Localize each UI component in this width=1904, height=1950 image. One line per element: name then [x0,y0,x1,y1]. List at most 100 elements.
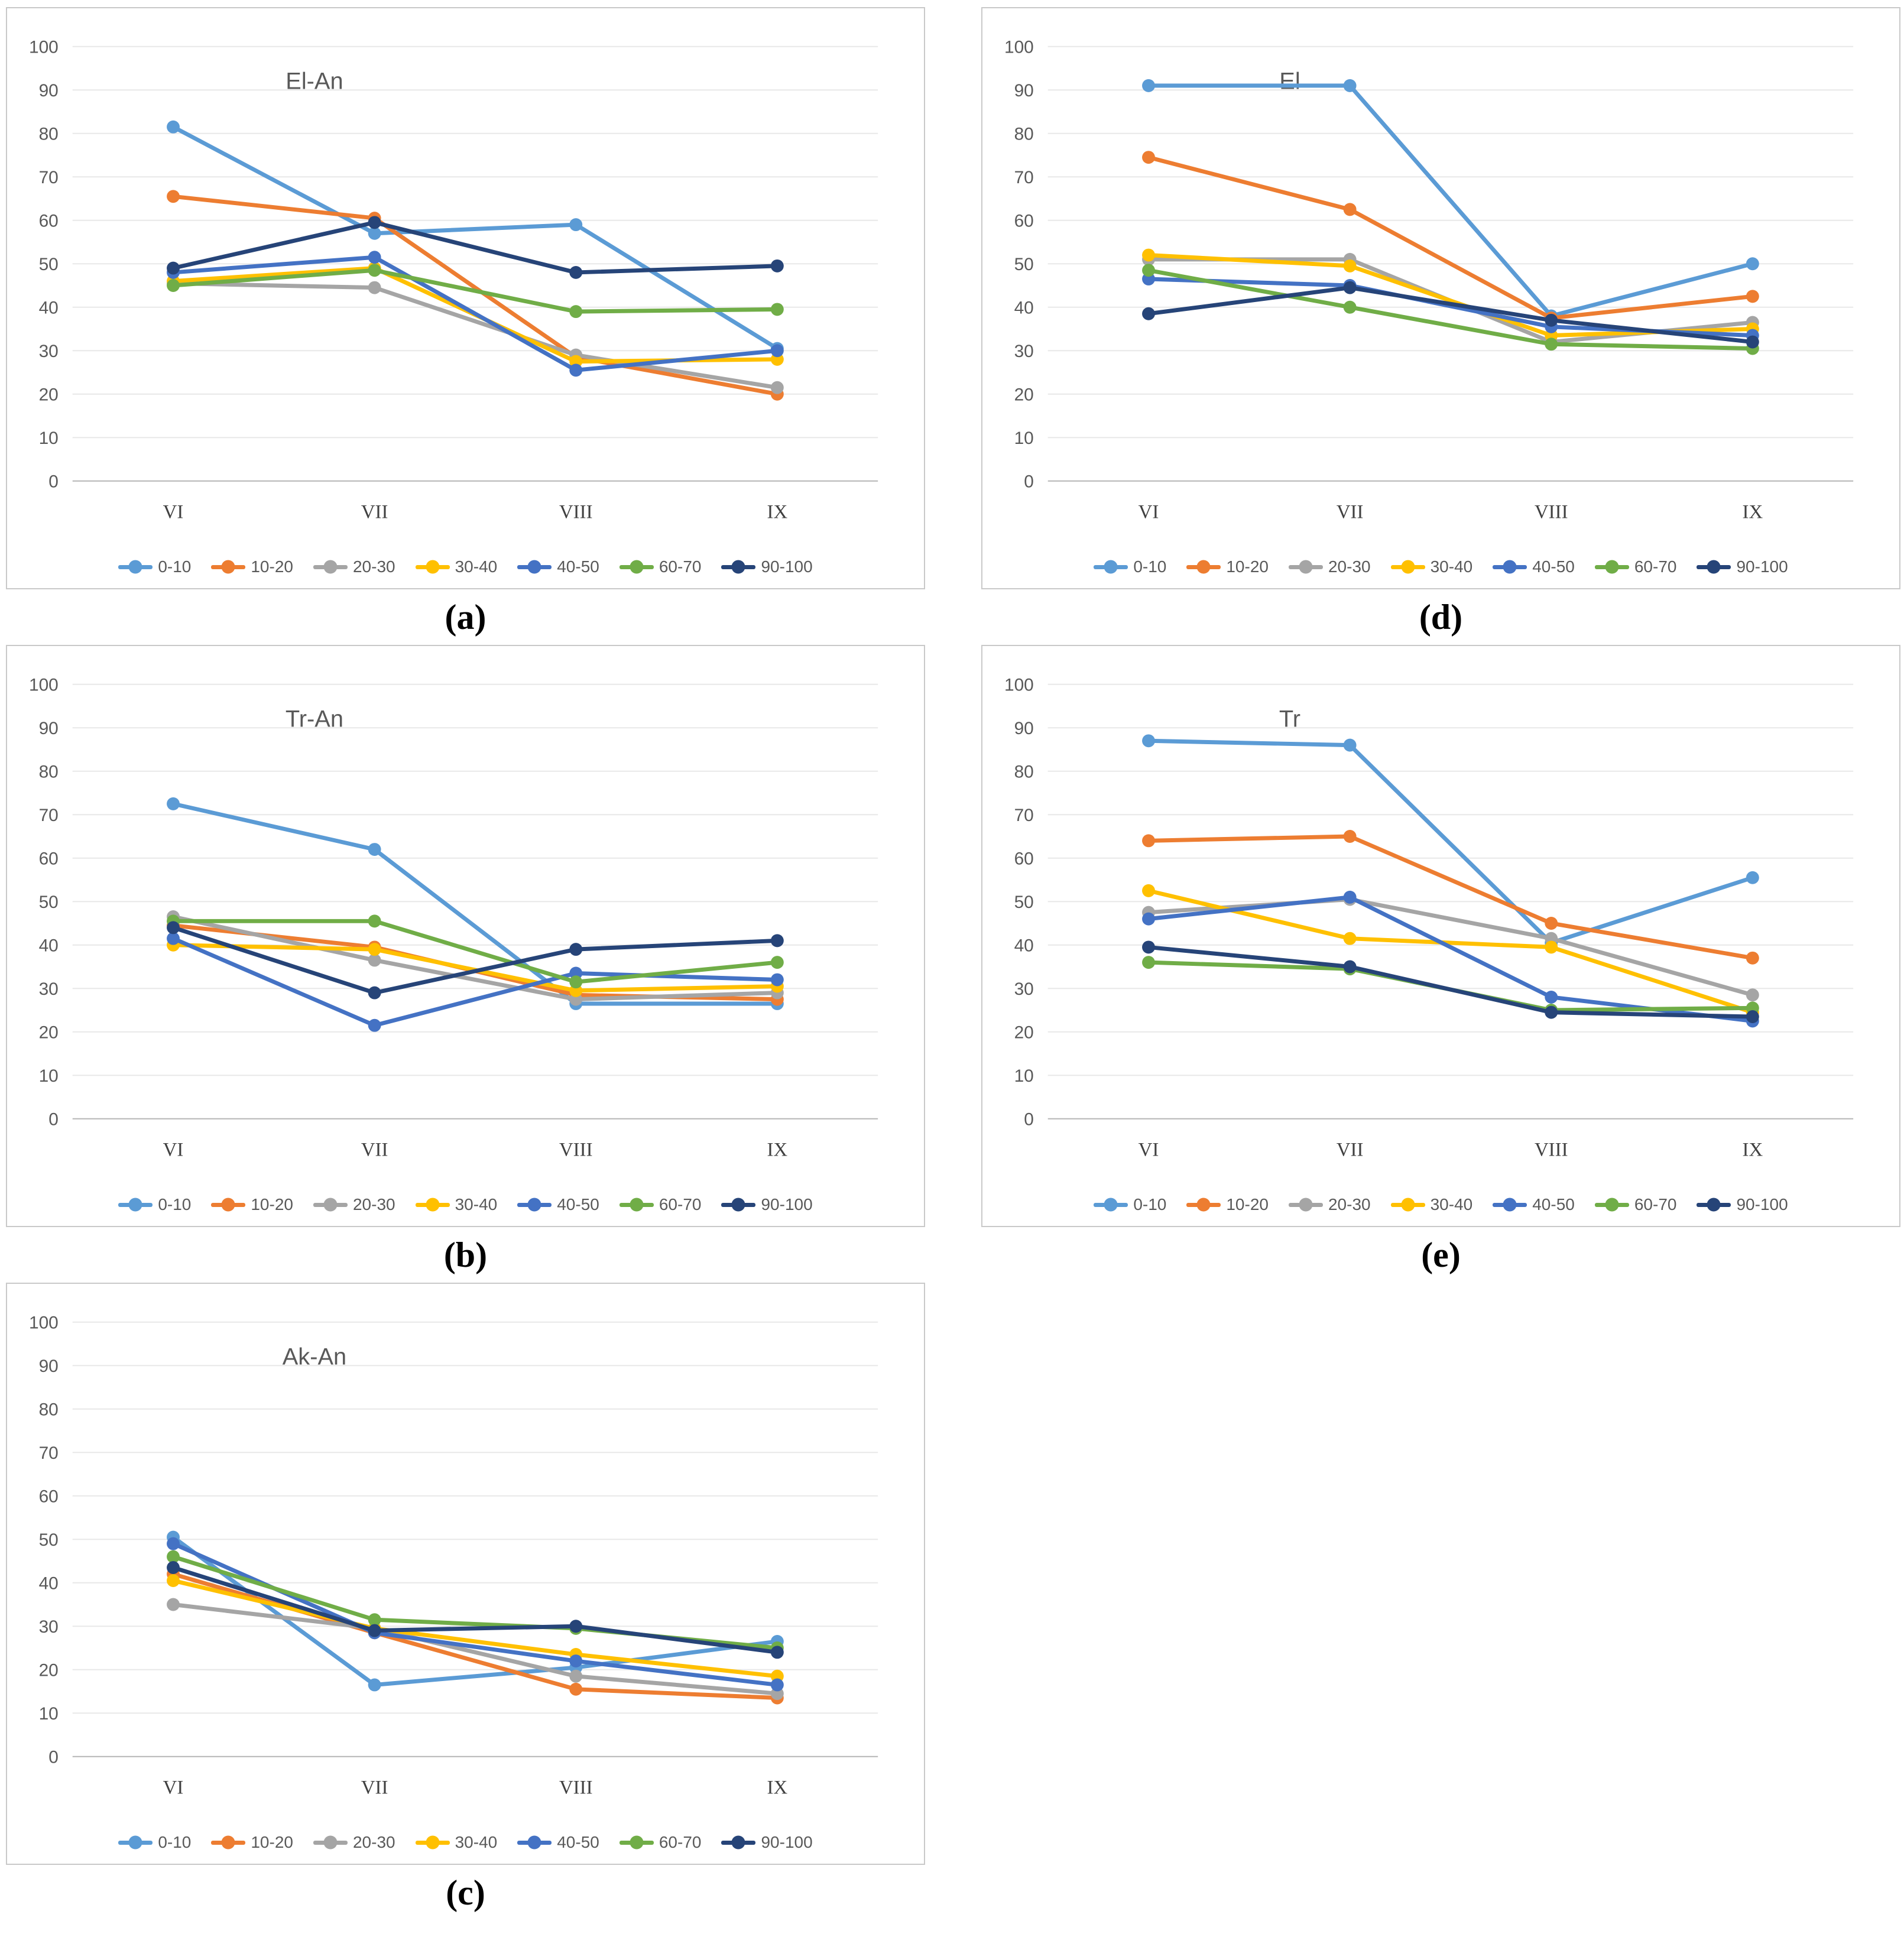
legend-dot-icon [630,1835,644,1850]
legend-dot-icon [323,1198,338,1212]
series-point-60-70 [569,975,583,989]
chart-title: El-An [286,68,343,94]
y-tick-label: 50 [1014,893,1034,912]
series-point-90-100 [167,261,180,275]
series-point-90-100 [569,943,583,956]
legend-marker-icon [211,560,246,574]
y-tick-label: 70 [39,1443,59,1463]
legend-label: 20-30 [1328,557,1371,576]
legend-dot-icon [1299,1198,1313,1212]
legend-dot-icon [221,1835,235,1850]
y-tick-label: 80 [39,1400,59,1420]
series-point-30-40 [368,943,381,956]
y-tick-label: 100 [1004,38,1034,57]
legend-dot-icon [426,560,440,574]
y-tick-label: 10 [1014,1066,1034,1086]
series-point-90-100 [1343,281,1357,294]
legend-marker-icon [517,1198,552,1212]
series-point-90-100 [770,1646,784,1659]
legend-item-90-100: 90-100 [721,1195,813,1214]
legend-label: 90-100 [761,1195,813,1214]
y-tick-label: 30 [39,1617,59,1637]
y-tick-label: 90 [39,1357,59,1376]
legend-marker-icon [517,560,552,574]
legend-marker-icon [517,1835,552,1850]
series-point-20-30 [1746,988,1759,1002]
legend-marker-icon [721,1198,756,1212]
legend-label: 40-50 [1532,1195,1575,1214]
legend-label: 10-20 [251,1833,293,1851]
legend-item-20-30: 20-30 [313,1195,395,1214]
legend-item-60-70: 60-70 [619,1195,701,1214]
series-point-20-30 [167,1598,180,1611]
series-line-20-30 [171,1602,780,1696]
y-tick-label: 80 [1014,763,1034,782]
series-point-0-10 [1746,871,1759,884]
legend-item-20-30: 20-30 [1288,557,1371,576]
legend-label: 30-40 [1430,557,1473,576]
legend-label: 40-50 [557,1833,599,1851]
series-point-10-20 [1746,951,1759,965]
series-point-0-10 [1746,257,1759,271]
series-point-40-50 [368,1018,381,1032]
series-point-10-20 [1746,290,1759,303]
series-point-10-20 [1343,203,1357,216]
y-tick-label: 50 [1014,255,1034,274]
x-tick-label: IX [767,501,788,523]
legend-label: 40-50 [557,557,599,576]
series-point-40-50 [569,364,583,377]
legend-dot-icon [527,560,541,574]
legend-label: 20-30 [352,1833,395,1851]
legend-marker-icon [1594,1198,1629,1212]
legend-item-0-10: 0-10 [118,557,191,576]
legend-label: 10-20 [1226,1195,1269,1214]
series-point-60-70 [1343,300,1357,314]
legend-item-10-20: 10-20 [211,1833,293,1852]
legend-marker-icon [1390,560,1425,574]
y-tick-label: 60 [39,1487,59,1507]
series-line-0-10 [1146,83,1755,318]
legend-marker-icon [118,1198,153,1212]
legend-marker-icon [118,560,153,574]
series-point-30-40 [1343,259,1357,272]
panel-d: 0 10 20 30 40 50 60 70 80 90 100 VI VII VIII IX El 0-10 1… [981,7,1900,645]
series-line-40-50 [171,255,780,372]
chart-title: Tr [1279,706,1300,732]
series-line-60-70 [1146,268,1755,351]
series-line-10-20 [171,1572,780,1700]
chart-tr-an: 0 10 20 30 40 50 60 70 80 90 100 VI VII VIII IX Tr-An 0-… [6,645,925,1227]
x-tick-label: VIII [1535,1139,1568,1160]
legend-dot-icon [1299,560,1313,574]
legend-marker-icon [415,560,450,574]
series-line-90-100 [171,220,780,275]
series-point-90-100 [1746,335,1759,349]
series-point-60-70 [569,305,583,319]
legend-item-40-50: 40-50 [1493,1195,1575,1214]
legend-marker-icon [1493,560,1527,574]
series-point-60-70 [1545,338,1558,351]
series-point-60-70 [167,1550,180,1563]
legend-item-60-70: 60-70 [1594,1195,1676,1214]
chart-title: Tr-An [286,706,343,732]
legend-marker-icon [211,1835,246,1850]
legend-marker-icon [313,1835,348,1850]
legend-item-0-10: 0-10 [118,1195,191,1214]
series-line-60-70 [171,268,780,314]
series-point-60-70 [770,956,784,969]
legend-dot-icon [1196,560,1211,574]
x-tick-label: VII [1337,501,1364,523]
legend: 0-10 10-20 20-30 30-40 40-50 60-70 90-100 [982,1195,1899,1214]
legend-item-30-40: 30-40 [415,1833,497,1852]
legend: 0-10 10-20 20-30 30-40 40-50 60-70 90-100 [7,1833,924,1852]
y-tick-label: 30 [1014,979,1034,999]
y-tick-label: 0 [48,1748,59,1767]
legend-item-40-50: 40-50 [517,1833,599,1852]
series-line-60-70 [171,919,780,984]
series-line-40-50 [171,936,780,1028]
y-tick-label: 60 [39,849,59,869]
legend-item-40-50: 40-50 [1493,557,1575,576]
chart-tr: 0 10 20 30 40 50 60 70 80 90 100 VI VII VIII IX Tr 0-10 1… [981,645,1900,1227]
y-tick-label: 40 [39,936,59,956]
series-point-90-100 [167,1561,180,1574]
